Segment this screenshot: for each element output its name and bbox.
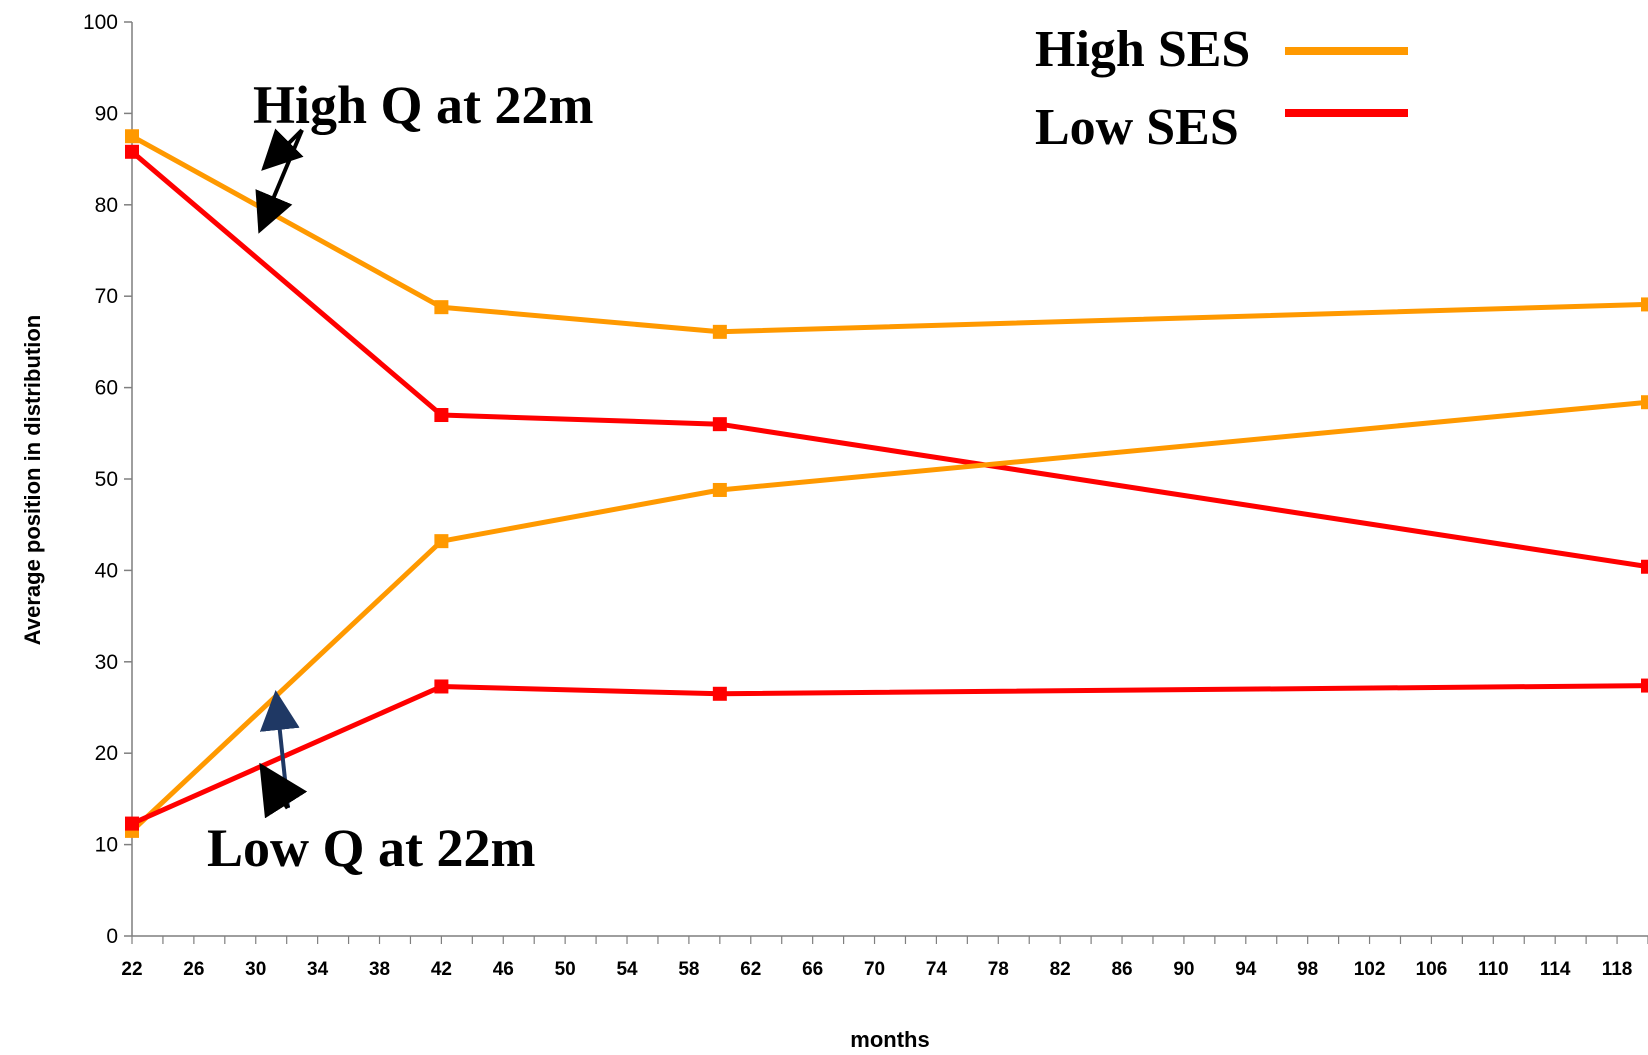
y-tick-label: 0: [106, 925, 118, 948]
y-tick-label: 20: [95, 742, 118, 765]
x-tick-label: 86: [1111, 959, 1132, 980]
y-tick-label: 10: [95, 834, 118, 857]
x-tick-label: 114: [1540, 959, 1571, 980]
annotation-high-q-arrow-2: [255, 129, 304, 234]
x-tick-label: 34: [307, 959, 329, 980]
x-tick-label: 66: [802, 959, 823, 980]
series-layer: [125, 129, 1648, 838]
x-axis: 22 26 30 34 38 42 46 50 54 58 62 66 70 74 78 82 86 90 94 98…: [121, 935, 1648, 980]
x-tick-label: 118: [1602, 959, 1633, 980]
series-1-point: [1641, 297, 1648, 312]
y-tick-label: 100: [83, 11, 118, 34]
x-tick-label: 22: [121, 959, 142, 980]
x-tick-label: 26: [183, 959, 204, 980]
series-2-point: [1641, 559, 1648, 574]
x-tick-label: 110: [1478, 959, 1509, 980]
series-4-point: [712, 686, 727, 701]
x-tick-label: 102: [1354, 959, 1386, 980]
series-4-point: [125, 816, 139, 831]
series-3-point: [712, 482, 727, 497]
y-axis-title: Average position in distribution: [20, 315, 45, 645]
x-tick-label: 38: [369, 959, 390, 980]
series-1-point: [712, 324, 727, 339]
x-tick-label: 78: [988, 959, 1009, 980]
annotation-high-q-label: High Q at 22m: [253, 75, 594, 135]
x-tick-label: 54: [616, 959, 638, 980]
x-tick-label: 30: [245, 959, 266, 980]
x-tick-label: 90: [1173, 959, 1194, 980]
series-3-point: [434, 534, 449, 549]
legend-label-low-ses: Low SES: [1035, 99, 1239, 156]
x-tick-label: 62: [740, 959, 761, 980]
series-line-2: [130, 149, 1648, 570]
series-line-3: [130, 399, 1648, 833]
series-4-point: [434, 679, 449, 694]
annotation-high-q-arrow-1: [261, 128, 304, 171]
series-line-4: [130, 683, 1648, 826]
legend: High SES Low SES: [1035, 21, 1408, 156]
annotation-low-q-label: Low Q at 22m: [207, 818, 536, 878]
y-tick-label: 30: [95, 651, 118, 674]
series-2-point: [125, 144, 139, 159]
x-tick-label: 98: [1297, 959, 1318, 980]
series-2-point: [712, 417, 727, 432]
legend-label-high-ses: High SES: [1035, 21, 1250, 78]
x-tick-label: 74: [926, 959, 948, 980]
x-axis-title: months: [850, 1027, 929, 1052]
x-tick-label: 82: [1050, 959, 1071, 980]
y-tick-label: 40: [95, 559, 118, 582]
y-tick-label: 80: [95, 194, 118, 217]
x-tick-label: 46: [493, 959, 514, 980]
x-tick-label: 94: [1235, 959, 1257, 980]
x-tick-label: 58: [678, 959, 699, 980]
x-tick-label: 50: [555, 959, 576, 980]
x-tick-label: 42: [431, 959, 452, 980]
series-1-point: [434, 300, 449, 315]
series-3-point: [1641, 395, 1648, 410]
y-axis: 0 10 20 30 40 50 60 70 80 90 100: [83, 11, 133, 948]
y-tick-label: 60: [95, 377, 118, 400]
annotation-low-q-arrow-2: [259, 762, 308, 819]
y-tick-label: 90: [95, 102, 118, 125]
x-tick-label: 106: [1416, 959, 1448, 980]
series-1-point: [125, 129, 139, 144]
y-tick-label: 70: [95, 285, 118, 308]
annotation-high-q: High Q at 22m: [253, 75, 594, 234]
series-line-1: [130, 134, 1648, 335]
annotation-low-q: Low Q at 22m: [207, 690, 536, 878]
series-4-point: [1641, 678, 1648, 693]
x-tick-label: 70: [864, 959, 885, 980]
y-tick-label: 50: [95, 468, 118, 491]
series-2-point: [434, 408, 449, 423]
